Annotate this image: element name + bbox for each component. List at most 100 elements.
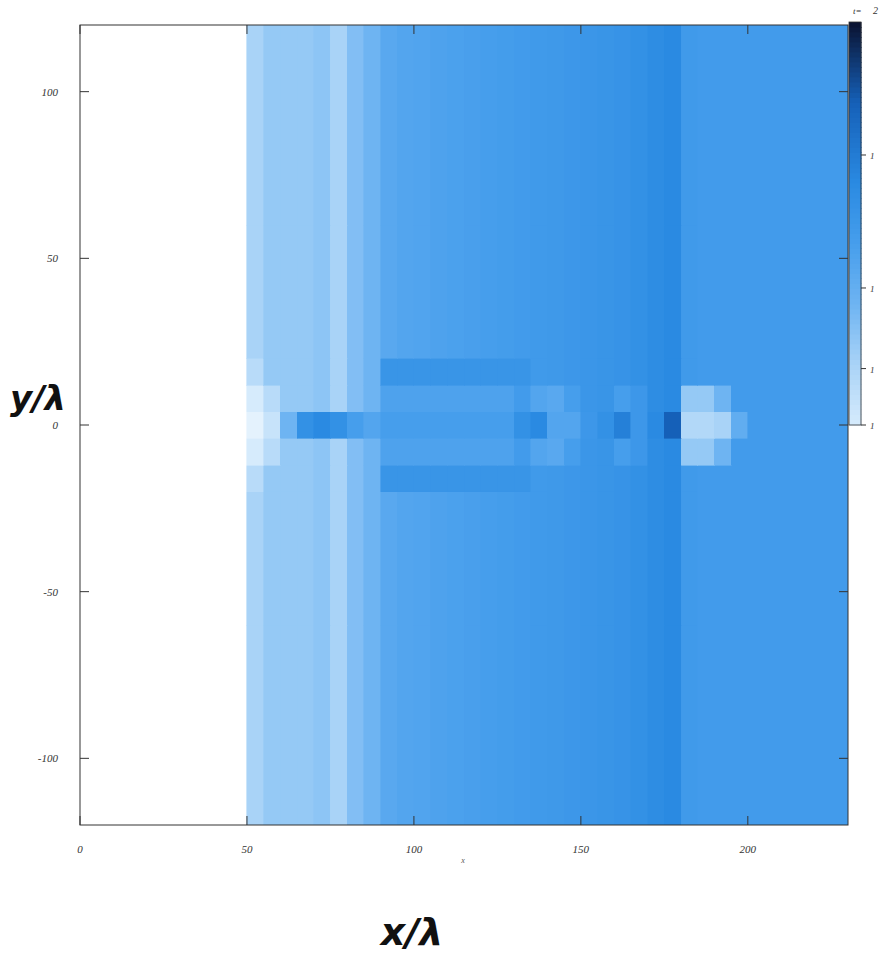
cell <box>631 25 648 225</box>
cell <box>314 625 331 825</box>
cell <box>798 225 815 358</box>
cell <box>731 492 748 625</box>
x-tick <box>747 25 748 34</box>
cell <box>581 385 598 412</box>
cell <box>247 225 264 358</box>
cell <box>347 492 364 625</box>
y-tick <box>839 591 848 592</box>
y-tick <box>839 258 848 259</box>
cell <box>297 412 314 439</box>
cell <box>264 358 281 385</box>
colorbar-step <box>849 183 861 188</box>
y-tick-label: 0 <box>53 419 59 431</box>
cell <box>581 625 598 825</box>
cell <box>614 412 631 439</box>
cell <box>497 412 514 439</box>
chart: 050100150200-100-50050100xy/λx/λ1111t=2 <box>0 0 884 959</box>
cell <box>698 492 715 625</box>
cell <box>631 438 648 465</box>
colorbar-step <box>849 123 861 128</box>
cell <box>497 225 514 358</box>
cell <box>431 225 448 358</box>
cell <box>447 412 464 439</box>
cell <box>664 385 681 412</box>
cell <box>831 625 848 825</box>
colorbar-step <box>849 52 861 57</box>
colorbar-step <box>849 365 861 370</box>
cell <box>397 492 414 625</box>
cell <box>447 438 464 465</box>
colorbar-step <box>849 218 861 223</box>
cell <box>381 412 398 439</box>
cell <box>798 625 815 825</box>
cell <box>397 438 414 465</box>
cell <box>614 625 631 825</box>
cell <box>531 225 548 358</box>
cell <box>598 25 615 225</box>
cell <box>531 25 548 225</box>
cell <box>547 492 564 625</box>
cell <box>731 625 748 825</box>
colorbar-tick-label: 1 <box>870 365 875 375</box>
cell <box>447 465 464 492</box>
cell <box>731 225 748 358</box>
colorbar-step <box>849 148 861 153</box>
cell <box>698 412 715 439</box>
cell <box>514 492 531 625</box>
cell <box>664 225 681 358</box>
colorbar-step <box>849 198 861 203</box>
colorbar-step <box>849 138 861 143</box>
cell <box>314 25 331 225</box>
cell <box>531 385 548 412</box>
cell <box>564 412 581 439</box>
cell <box>648 25 665 225</box>
colorbar-step <box>849 410 861 415</box>
cell <box>798 465 815 492</box>
colorbar-step <box>849 385 861 390</box>
cell <box>347 438 364 465</box>
cell <box>397 358 414 385</box>
cell <box>831 412 848 439</box>
cell <box>314 225 331 358</box>
colorbar-step <box>849 113 861 118</box>
cell <box>664 25 681 225</box>
cell <box>80 412 247 439</box>
cell <box>614 465 631 492</box>
cell <box>414 358 431 385</box>
colorbar-step <box>849 27 861 32</box>
cell <box>714 465 731 492</box>
cell <box>347 465 364 492</box>
cell <box>381 25 398 225</box>
cell <box>598 385 615 412</box>
colorbar-step <box>849 304 861 309</box>
cell <box>681 358 698 385</box>
cell <box>481 465 498 492</box>
cell <box>631 358 648 385</box>
cell <box>297 465 314 492</box>
cell <box>531 358 548 385</box>
frame <box>80 25 848 825</box>
cell <box>347 25 364 225</box>
colorbar-tick <box>861 287 866 288</box>
cell <box>330 465 347 492</box>
cell <box>664 492 681 625</box>
cell <box>765 625 782 825</box>
cell <box>581 25 598 225</box>
cell <box>314 385 331 412</box>
cell <box>748 225 765 358</box>
cell <box>531 625 548 825</box>
x-axis-title: x/λ <box>379 910 443 954</box>
cell <box>648 625 665 825</box>
cell <box>80 625 247 825</box>
colorbar-step <box>849 375 861 380</box>
cell <box>381 225 398 358</box>
y-tick <box>80 258 89 259</box>
cell <box>464 25 481 225</box>
cell <box>547 25 564 225</box>
cell <box>431 412 448 439</box>
colorbar-step <box>849 32 861 37</box>
cell <box>781 358 798 385</box>
colorbar-step <box>849 153 861 158</box>
cell <box>397 385 414 412</box>
cell <box>431 385 448 412</box>
